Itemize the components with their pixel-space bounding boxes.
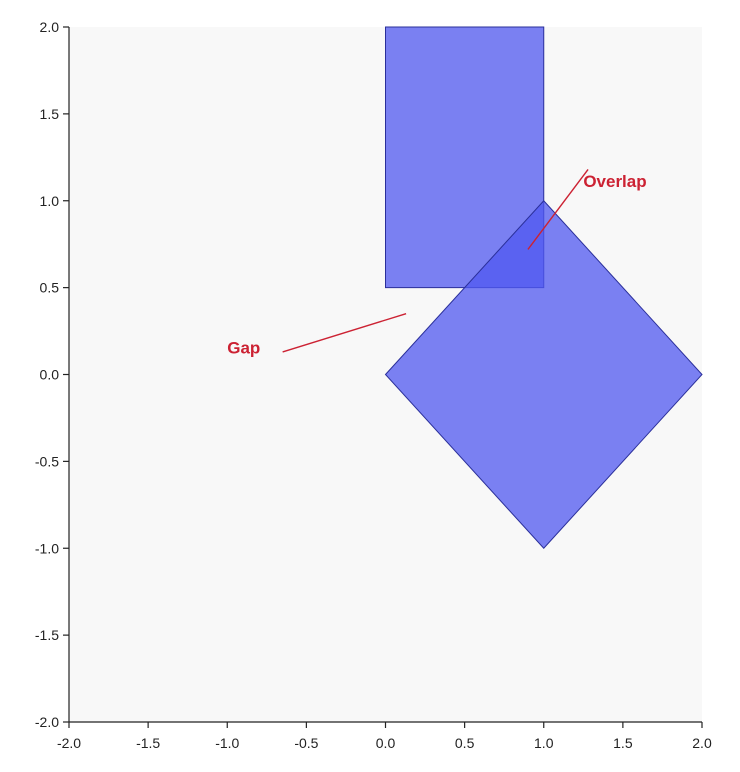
x-tick-label: -1.0: [215, 735, 239, 751]
x-tick-label: 2.0: [692, 735, 712, 751]
x-tick-label: -1.5: [136, 735, 160, 751]
y-tick-label: -0.5: [35, 453, 59, 469]
y-tick-label: 1.5: [40, 106, 60, 122]
shape-diamond: [384, 200, 703, 549]
annotation-arrow: [282, 313, 407, 353]
annotation-label: Overlap: [583, 172, 646, 191]
y-tick-label: 0.5: [40, 280, 60, 296]
x-tick-label: 0.0: [376, 735, 396, 751]
y-tick-label: 0.0: [40, 367, 60, 383]
y-tick-label: 2.0: [40, 19, 60, 35]
annotations-layer: Overlap Gap: [227, 169, 647, 358]
x-tick-label: 1.0: [534, 735, 554, 751]
x-tick-label: -2.0: [57, 735, 81, 751]
y-tick-label: 1.0: [40, 193, 60, 209]
x-tick-label: 1.5: [613, 735, 633, 751]
x-tick-label: 0.5: [455, 735, 475, 751]
axes-layer: -2.0 -1.5 -1.0 -0.5 0.0 0.5 1.0 1.5 2.0 -2.0 -1.5 -…: [35, 19, 712, 751]
annotation-label: Gap: [227, 339, 260, 358]
annotation-arrow: [527, 169, 589, 250]
y-tick-label: -2.0: [35, 714, 59, 730]
x-tick-label: -0.5: [294, 735, 318, 751]
y-tick-label: -1.0: [35, 540, 59, 556]
shapes-layer: [384, 26, 703, 549]
y-tick-label: -1.5: [35, 627, 59, 643]
